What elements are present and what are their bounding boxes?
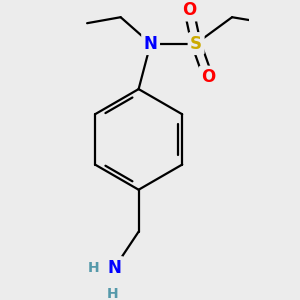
- Text: H: H: [87, 261, 99, 274]
- Text: O: O: [182, 1, 196, 19]
- Text: S: S: [190, 34, 202, 52]
- Text: N: N: [144, 34, 158, 52]
- Text: N: N: [108, 259, 122, 277]
- Text: O: O: [201, 68, 215, 86]
- Text: H: H: [106, 287, 118, 300]
